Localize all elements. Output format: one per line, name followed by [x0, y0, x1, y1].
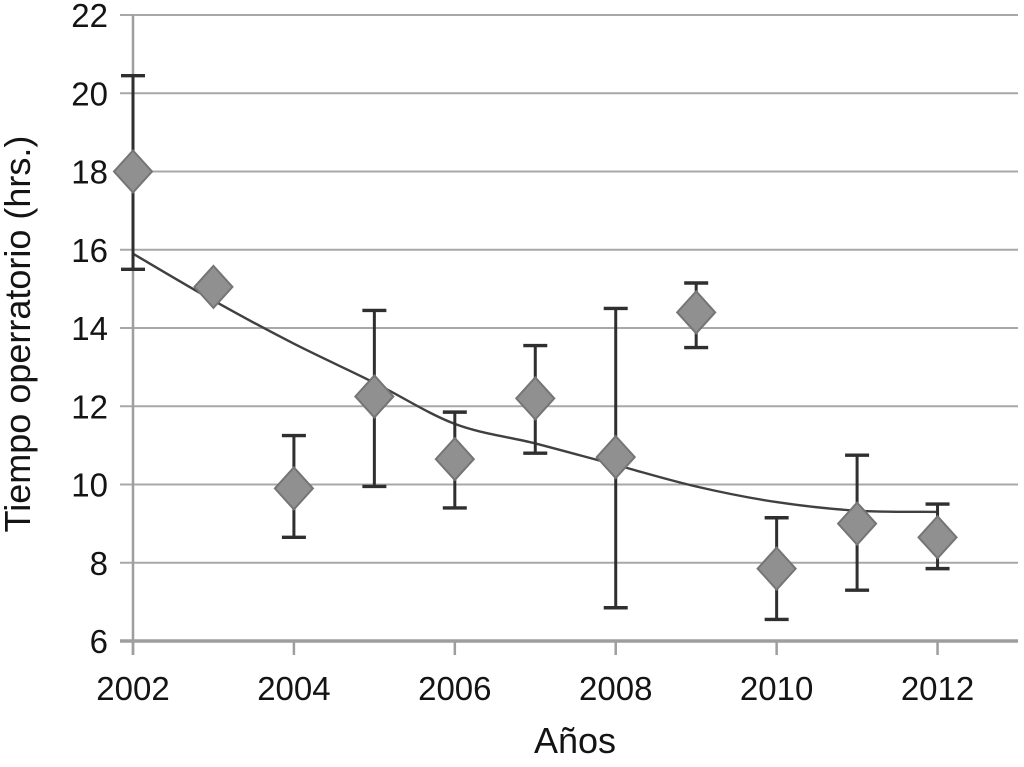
- y-tick-label: 20: [71, 75, 108, 112]
- x-tick-label: 2002: [96, 670, 169, 707]
- grid-layer: [120, 14, 1018, 655]
- data-point-diamond: [756, 546, 797, 592]
- data-point-diamond: [595, 434, 637, 480]
- y-tick-label: 10: [71, 467, 108, 504]
- y-tick-label: 8: [90, 545, 108, 582]
- data-point-diamond: [514, 375, 556, 421]
- points-layer: [112, 73, 958, 622]
- data-point-diamond: [917, 514, 958, 560]
- x-axis-title: Años: [534, 720, 616, 761]
- data-point-diamond: [675, 289, 717, 335]
- x-tick-label: 2006: [418, 670, 491, 707]
- y-tick-label: 22: [71, 0, 108, 34]
- data-point-diamond: [112, 149, 154, 194]
- data-point-diamond: [273, 465, 315, 511]
- y-tick-label: 14: [71, 310, 108, 347]
- labels-layer: 6 8 10 12 14 16 18 20 22 2002 2004 2006 2008 2010 2012: [71, 0, 974, 707]
- data-point-diamond: [434, 436, 476, 482]
- data-point-diamond: [354, 373, 395, 419]
- y-tick-label: 18: [71, 154, 108, 191]
- data-point-diamond: [836, 501, 878, 547]
- x-tick-label: 2012: [901, 670, 974, 707]
- y-axis-title: Tiempo operratorio (hrs.): [0, 136, 38, 533]
- y-tick-label: 16: [71, 232, 108, 269]
- data-point-diamond: [193, 264, 234, 310]
- x-tick-label: 2008: [579, 670, 652, 707]
- x-tick-label: 2010: [740, 670, 813, 707]
- y-tick-label: 6: [90, 623, 108, 660]
- y-tick-label: 12: [71, 388, 108, 425]
- x-tick-label: 2004: [257, 670, 330, 707]
